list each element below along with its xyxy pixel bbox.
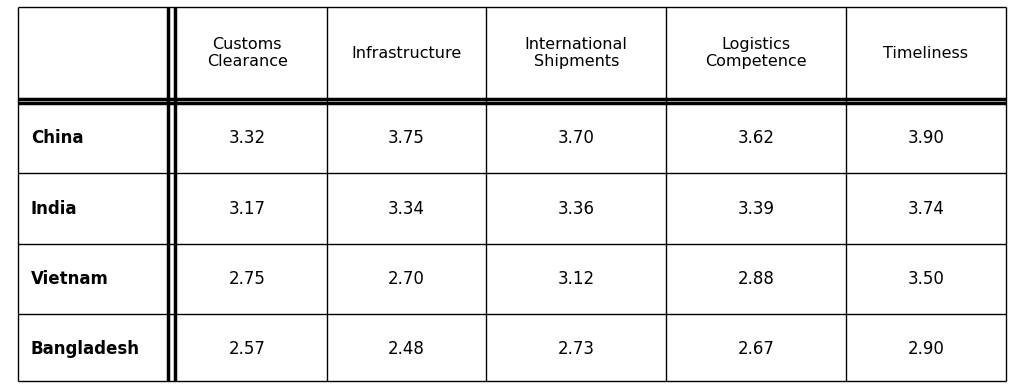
Text: 3.50: 3.50: [907, 270, 944, 288]
Text: China: China: [31, 129, 83, 147]
Text: Bangladesh: Bangladesh: [31, 340, 139, 358]
Text: India: India: [31, 199, 77, 218]
Text: International
Shipments: International Shipments: [525, 37, 628, 69]
Text: 3.36: 3.36: [558, 199, 595, 218]
Text: 3.12: 3.12: [558, 270, 595, 288]
Text: Vietnam: Vietnam: [31, 270, 109, 288]
Text: 2.48: 2.48: [388, 340, 425, 358]
Text: 3.75: 3.75: [388, 129, 425, 147]
Text: 2.70: 2.70: [388, 270, 425, 288]
Text: 2.75: 2.75: [228, 270, 265, 288]
Text: 3.39: 3.39: [737, 199, 775, 218]
Text: Customs
Clearance: Customs Clearance: [207, 37, 288, 69]
Text: 2.90: 2.90: [907, 340, 944, 358]
Text: 3.70: 3.70: [558, 129, 595, 147]
Text: Timeliness: Timeliness: [884, 46, 969, 61]
Text: 2.73: 2.73: [558, 340, 595, 358]
Text: 3.90: 3.90: [907, 129, 944, 147]
Text: 2.57: 2.57: [228, 340, 265, 358]
Text: 3.32: 3.32: [228, 129, 266, 147]
Text: 3.74: 3.74: [907, 199, 944, 218]
Text: 3.62: 3.62: [737, 129, 775, 147]
Text: Logistics
Competence: Logistics Competence: [706, 37, 807, 69]
Text: 3.17: 3.17: [228, 199, 265, 218]
Text: 2.67: 2.67: [737, 340, 774, 358]
Text: 3.34: 3.34: [388, 199, 425, 218]
Text: 2.88: 2.88: [737, 270, 774, 288]
Text: Infrastructure: Infrastructure: [351, 46, 462, 61]
